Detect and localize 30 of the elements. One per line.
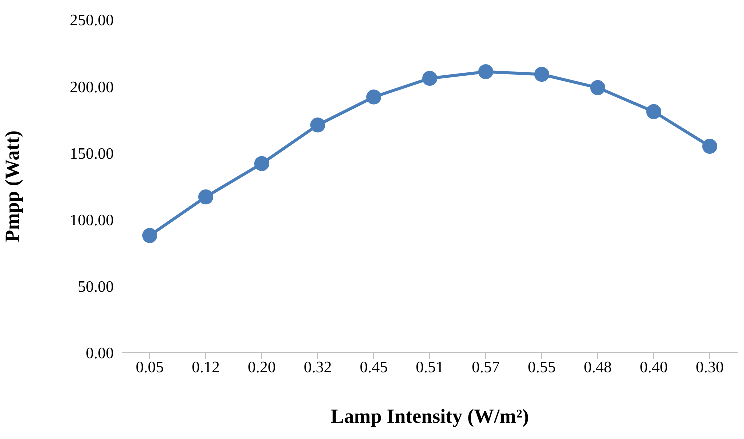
y-tick-label: 100.00 [70, 212, 114, 230]
point [142, 228, 158, 244]
x-tick-label: 0.05 [136, 359, 164, 376]
y-tick-label: 150.00 [70, 146, 114, 163]
x-axis-title: Lamp Intensity (W/m²) [330, 406, 530, 428]
point [198, 190, 214, 205]
y-tick-label: 0.00 [86, 346, 114, 363]
point [646, 104, 662, 120]
x-tick-label: 0.32 [304, 359, 332, 376]
point [590, 80, 606, 96]
x-tick-label: 0.55 [528, 359, 556, 376]
x-tick-label: 0.40 [640, 359, 668, 376]
y-tick-label: 250.00 [70, 12, 114, 30]
x-tick-label: 0.57 [472, 359, 500, 376]
x-tick-label: 0.51 [416, 359, 444, 376]
x-tick-label: 0.48 [584, 359, 612, 376]
y-tick-label: 200.00 [70, 79, 114, 96]
y-tick-label: 50.00 [78, 279, 114, 296]
point [478, 64, 494, 80]
x-tick-label: 0.45 [360, 359, 388, 376]
point [254, 156, 270, 172]
point [534, 67, 550, 82]
point [310, 118, 326, 133]
x-tick-label: 0.30 [696, 359, 724, 376]
x-tick-label: 0.20 [248, 359, 276, 376]
point [702, 139, 718, 154]
point [366, 90, 382, 105]
y-axis-title: Pmpp (Watt) [2, 130, 24, 242]
point [422, 71, 438, 86]
x-tick-label: 0.12 [192, 359, 220, 376]
